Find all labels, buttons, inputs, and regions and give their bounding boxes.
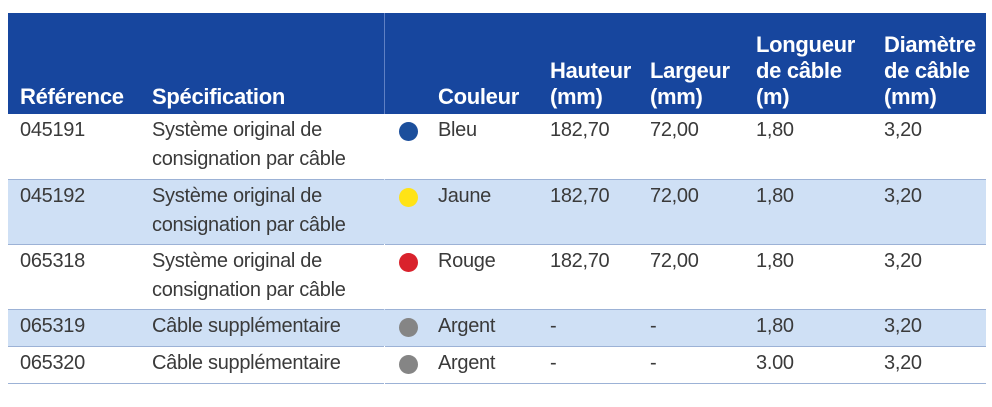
cell-hauteur: - [550,314,557,337]
cell-color-dot [384,114,432,179]
cell-largeur: - [650,314,657,337]
product-spec-table: Référence Spécification Couleur Hauteur(… [8,13,986,384]
cell-reference: 045191 [20,119,85,141]
cell-color-name: Jaune [438,184,491,207]
color-swatch-icon [398,354,418,374]
cell-diametre: 3,20 [884,184,922,207]
cell-largeur: 72,00 [650,119,699,141]
header-longueur: Longueur de câble (m) [756,32,856,109]
cell-hauteur: - [550,351,557,374]
cell-specification: Câble supplémentaire [152,314,341,337]
cell-longueur: 1,80 [756,314,794,337]
cell-diametre: 3,20 [884,249,922,272]
cell-longueur: 3.00 [756,351,794,374]
table-header-row: Référence Spécification Couleur Hauteur(… [8,13,986,114]
cell-color-name: Rouge [438,249,496,272]
cell-specification: Câble supplémentaire [152,351,341,374]
cell-reference: 045192 [20,184,85,207]
header-diametre: Diamètre de câble (mm) [884,32,976,109]
cell-hauteur: 182,70 [550,119,610,141]
color-swatch-icon [398,122,418,141]
cell-hauteur: 182,70 [550,184,610,207]
cell-largeur: - [650,351,657,374]
header-specification: Spécification [152,84,286,109]
header-largeur: Largeur (mm) [650,58,730,109]
cell-color-name: Bleu [438,119,477,141]
cell-longueur: 1,80 [756,249,794,272]
color-swatch-icon [398,317,418,337]
cell-specification: Système original de consignation par câbl… [152,119,346,170]
cell-diametre: 3,20 [884,119,922,141]
table-row: 045192 Système original de consignation p… [8,179,986,244]
cell-color-dot [384,179,432,244]
table-row: 065319 Câble supplémentaire Argent - - 1… [8,309,986,346]
cell-color-dot [384,309,432,346]
color-swatch-icon [398,252,418,272]
cell-color-name: Argent [438,351,496,374]
cell-reference: 065318 [20,249,85,272]
cell-hauteur: 182,70 [550,249,610,272]
cell-reference: 065319 [20,314,85,337]
product-spec-table-wrapper: Référence Spécification Couleur Hauteur(… [8,13,986,384]
header-couleur: Couleur [438,84,520,109]
table-row: 045191 Système original de consignation p… [8,114,986,179]
cell-diametre: 3,20 [884,351,922,374]
cell-longueur: 1,80 [756,184,794,207]
color-swatch-icon [398,187,418,207]
cell-reference: 065320 [20,351,85,374]
header-hauteur: Hauteur (mm) [550,58,632,109]
header-reference: Référence [20,84,124,109]
cell-color-dot [384,244,432,309]
table-row: 065320 Câble supplémentaire Argent - - 3… [8,346,986,383]
cell-diametre: 3,20 [884,314,922,337]
cell-color-name: Argent [438,314,496,337]
cell-color-dot [384,346,432,383]
cell-largeur: 72,00 [650,184,699,207]
cell-longueur: 1,80 [756,119,794,141]
cell-specification: Système original de consignation par câbl… [152,184,346,236]
header-color-dot [383,13,432,114]
table-row: 065318 Système original de consignation p… [8,244,986,309]
cell-largeur: 72,00 [650,249,699,272]
cell-specification: Système original de consignation par câbl… [152,249,346,301]
